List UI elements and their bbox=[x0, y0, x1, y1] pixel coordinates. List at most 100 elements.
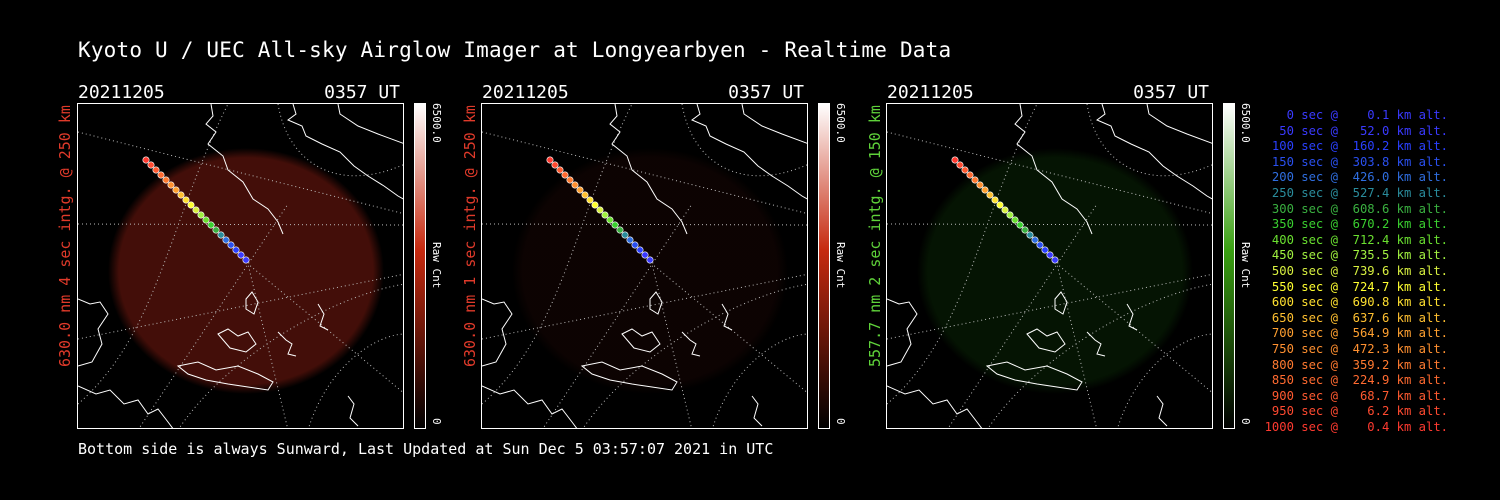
track-point bbox=[202, 216, 210, 224]
legend-item: 300 sec @ 608.6 km alt. bbox=[1271, 201, 1448, 216]
legend-item: 550 sec @ 724.7 km alt. bbox=[1271, 279, 1448, 294]
track-point bbox=[976, 181, 984, 189]
track-point bbox=[1011, 216, 1019, 224]
track-point bbox=[606, 216, 614, 224]
track-point bbox=[586, 196, 594, 204]
track-point bbox=[986, 191, 994, 199]
track-point bbox=[162, 176, 170, 184]
legend-item: 250 sec @ 527.4 km alt. bbox=[1271, 185, 1448, 200]
track-point bbox=[192, 206, 200, 214]
panel-1-image bbox=[77, 103, 404, 429]
legend-item: 50 sec @ 52.0 km alt. bbox=[1279, 123, 1448, 138]
legend-item: 100 sec @ 160.2 km alt. bbox=[1271, 139, 1448, 154]
track-point bbox=[227, 241, 235, 249]
legend-item: 600 sec @ 690.8 km alt. bbox=[1271, 295, 1448, 310]
track-point bbox=[1051, 256, 1059, 264]
track-point bbox=[237, 251, 245, 259]
track-point bbox=[157, 171, 165, 179]
track-point bbox=[207, 221, 215, 229]
legend-item: 950 sec @ 6.2 km alt. bbox=[1271, 404, 1448, 419]
panel-1-colorbar-min: 0 bbox=[430, 418, 443, 425]
panel-3-colorbar bbox=[1223, 103, 1235, 429]
footer-note: Bottom side is always Sunward, Last Upda… bbox=[78, 440, 774, 458]
panel-3-map bbox=[887, 104, 1212, 428]
satellite-track bbox=[951, 156, 1059, 264]
graticule bbox=[482, 104, 807, 428]
track-point bbox=[996, 201, 1004, 209]
track-point bbox=[966, 171, 974, 179]
track-point bbox=[1016, 221, 1024, 229]
page-title: Kyoto U / UEC All-sky Airglow Imager at … bbox=[78, 38, 952, 62]
panel-2-map bbox=[482, 104, 807, 428]
track-point bbox=[242, 256, 250, 264]
track-point bbox=[636, 246, 644, 254]
track-point bbox=[591, 201, 599, 209]
legend-item: 750 sec @ 472.3 km alt. bbox=[1271, 341, 1448, 356]
track-point bbox=[1021, 226, 1029, 234]
track-point bbox=[951, 156, 959, 164]
panel-3-colorbar-unit: Raw Cnt bbox=[1239, 242, 1252, 289]
track-point bbox=[611, 221, 619, 229]
track-point bbox=[142, 156, 150, 164]
track-point bbox=[212, 226, 220, 234]
panel-2-time: 0357 UT bbox=[728, 82, 804, 103]
panel-2-colorbar-unit: Raw Cnt bbox=[834, 242, 847, 289]
track-point bbox=[641, 251, 649, 259]
track-point bbox=[971, 176, 979, 184]
legend-item: 900 sec @ 68.7 km alt. bbox=[1271, 388, 1448, 403]
track-point bbox=[556, 166, 564, 174]
graticule bbox=[887, 104, 1212, 428]
track-point bbox=[172, 186, 180, 194]
track-point bbox=[1006, 211, 1014, 219]
track-point bbox=[1046, 251, 1054, 259]
track-point bbox=[222, 236, 230, 244]
panel-3-image bbox=[886, 103, 1213, 429]
satellite-track-legend: 0 sec @ 0.1 km alt. 50 sec @ 52.0 km alt… bbox=[1262, 108, 1448, 435]
legend-item: 800 sec @ 359.2 km alt. bbox=[1271, 357, 1448, 372]
legend-item: 0 sec @ 0.1 km alt. bbox=[1286, 108, 1448, 122]
track-point bbox=[1036, 241, 1044, 249]
panel-2-colorbar-max: 6500.0 bbox=[834, 103, 847, 143]
panel-1-time: 0357 UT bbox=[324, 82, 400, 103]
panel-3-time: 0357 UT bbox=[1133, 82, 1209, 103]
panel-1-wavelength-label: 630.0 nm 4 sec intg. @ 250 km bbox=[56, 105, 74, 367]
panel-2-colorbar-min: 0 bbox=[834, 418, 847, 425]
track-point bbox=[596, 206, 604, 214]
panel-3-colorbar-min: 0 bbox=[1239, 418, 1252, 425]
legend-item: 200 sec @ 426.0 km alt. bbox=[1271, 170, 1448, 185]
track-point bbox=[1031, 236, 1039, 244]
track-point bbox=[197, 211, 205, 219]
panel-1-map bbox=[78, 104, 403, 428]
panel-2-date: 20211205 bbox=[482, 82, 569, 103]
track-point bbox=[646, 256, 654, 264]
satellite-track bbox=[142, 156, 250, 264]
track-point bbox=[571, 181, 579, 189]
legend-item: 650 sec @ 637.6 km alt. bbox=[1271, 310, 1448, 325]
track-point bbox=[551, 161, 559, 169]
track-point bbox=[217, 231, 225, 239]
track-point bbox=[561, 171, 569, 179]
track-point bbox=[232, 246, 240, 254]
track-point bbox=[631, 241, 639, 249]
panel-2-colorbar bbox=[818, 103, 830, 429]
track-point bbox=[1041, 246, 1049, 254]
track-point bbox=[182, 196, 190, 204]
track-point bbox=[187, 201, 195, 209]
legend-item: 850 sec @ 224.9 km alt. bbox=[1271, 373, 1448, 388]
track-point bbox=[546, 156, 554, 164]
track-point bbox=[1026, 231, 1034, 239]
track-point bbox=[566, 176, 574, 184]
panel-3-colorbar-max: 6500.0 bbox=[1239, 103, 1252, 143]
track-point bbox=[626, 236, 634, 244]
panel-1-date: 20211205 bbox=[78, 82, 165, 103]
graticule bbox=[78, 104, 403, 428]
coastlines bbox=[887, 104, 1212, 428]
coastlines bbox=[78, 104, 403, 428]
legend-item: 500 sec @ 739.6 km alt. bbox=[1271, 263, 1448, 278]
track-point bbox=[961, 166, 969, 174]
airglow-field bbox=[512, 148, 788, 394]
airglow-field bbox=[917, 148, 1193, 394]
legend-item: 150 sec @ 303.8 km alt. bbox=[1271, 154, 1448, 169]
track-point bbox=[167, 181, 175, 189]
panel-2-wavelength-label: 630.0 nm 1 sec intg. @ 250 km bbox=[461, 105, 479, 367]
